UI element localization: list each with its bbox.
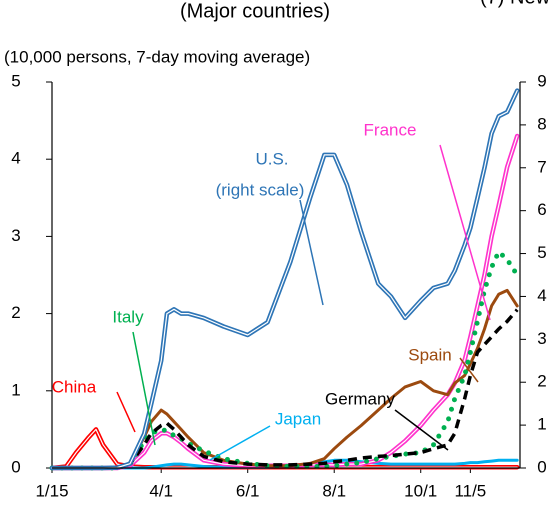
y2-tick-label: 9: [537, 71, 546, 90]
x-tick-label: 1/15: [35, 481, 68, 500]
annotation-arrow: [116, 391, 136, 433]
y-tick-label: 2: [11, 303, 20, 322]
y2-tick-label: 3: [537, 329, 546, 348]
y2-tick-label: 4: [537, 286, 546, 305]
annotations: [116, 144, 491, 461]
x-tick-label: 6/1: [236, 481, 260, 500]
y2-tick-label: 5: [537, 243, 546, 262]
annotation: Germany: [325, 389, 395, 408]
x-tick-label: 10/1: [404, 481, 437, 500]
annotation: France: [364, 120, 417, 139]
y2-tick-label: 0: [537, 457, 546, 476]
annotation-arrow: [459, 357, 479, 383]
annotation: China: [52, 377, 97, 396]
annotation-arrow: [394, 409, 449, 451]
y-tick-label: 4: [11, 149, 20, 168]
x-tick-label: 8/1: [322, 481, 346, 500]
chart-title: (Major countries): [180, 0, 330, 22]
annotation-arrow: [132, 331, 156, 446]
clipped-title: (7) New: [480, 0, 551, 8]
y2-tick-label: 2: [537, 372, 546, 391]
y-tick-label: 5: [11, 71, 20, 90]
annotation-arrow: [439, 144, 491, 321]
annotation: Italy: [112, 307, 144, 326]
y-axis-label: (10,000 persons, 7-day moving average): [4, 47, 310, 66]
annotation-arrow: [209, 425, 271, 461]
plot-layer: 0 1 2 3 4 5 0 1 2 3 4 5 6 7 8 9 1/15 4/1 6/1 8/1 10/1 11/5: [11, 71, 546, 500]
annotation: (right scale): [216, 180, 305, 199]
x-tick-label: 11/5: [454, 481, 486, 500]
y-tick-label: 3: [11, 226, 20, 245]
y2-tick-label: 6: [537, 200, 546, 219]
y2-tick-label: 8: [537, 114, 546, 133]
y2-tick-label: 7: [537, 157, 546, 176]
annotation-arrow: [299, 199, 324, 306]
y-tick-label: 0: [11, 457, 20, 476]
x-tick-label: 4/1: [149, 481, 173, 500]
annotation: Japan: [275, 409, 321, 428]
series-line: [52, 308, 519, 470]
series-line-inner: [51, 90, 518, 469]
annotation: U.S.: [255, 149, 288, 168]
annotation: Spain: [408, 345, 451, 364]
y2-tick-label: 1: [537, 415, 546, 434]
y-tick-label: 1: [11, 380, 20, 399]
